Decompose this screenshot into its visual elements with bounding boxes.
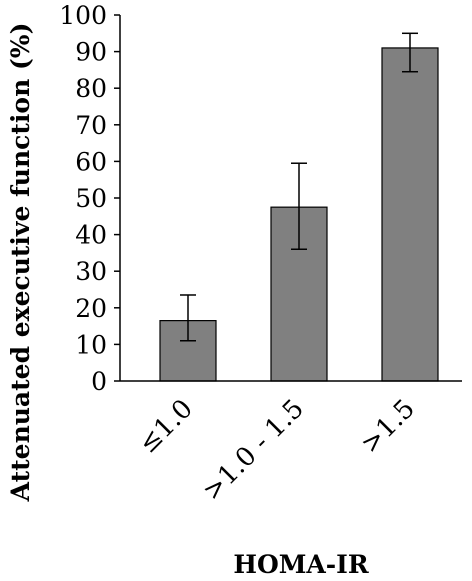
bar	[381, 47, 439, 382]
y-axis-title: Attenuated executive function (%)	[6, 23, 35, 503]
y-tick-label: 80	[75, 74, 107, 103]
y-tick-label: 70	[75, 111, 107, 140]
y-tick-label: 10	[75, 330, 107, 359]
bars	[159, 47, 439, 382]
y-axis-ticks: 0 10 20 30 40 50 60 70 80 90 100	[59, 1, 120, 396]
x-tick-label: >1.5	[355, 394, 421, 460]
y-tick-label: 60	[75, 147, 107, 176]
y-tick-label: 100	[59, 1, 107, 30]
y-tick-label: 50	[75, 184, 107, 213]
x-tick-label: >1.0 - 1.5	[197, 394, 310, 507]
y-tick-label: 20	[75, 294, 107, 323]
error-bars	[180, 32, 418, 342]
y-tick-label: 30	[75, 257, 107, 286]
x-tick-label: ≤1.0	[133, 394, 199, 460]
x-axis-title: HOMA-IR	[233, 550, 369, 579]
x-axis-tick-labels: ≤1.0>1.0 - 1.5 >1.5	[133, 394, 421, 507]
y-tick-label: 0	[91, 367, 107, 396]
y-tick-label: 90	[75, 38, 107, 67]
y-tick-label: 40	[75, 221, 107, 250]
